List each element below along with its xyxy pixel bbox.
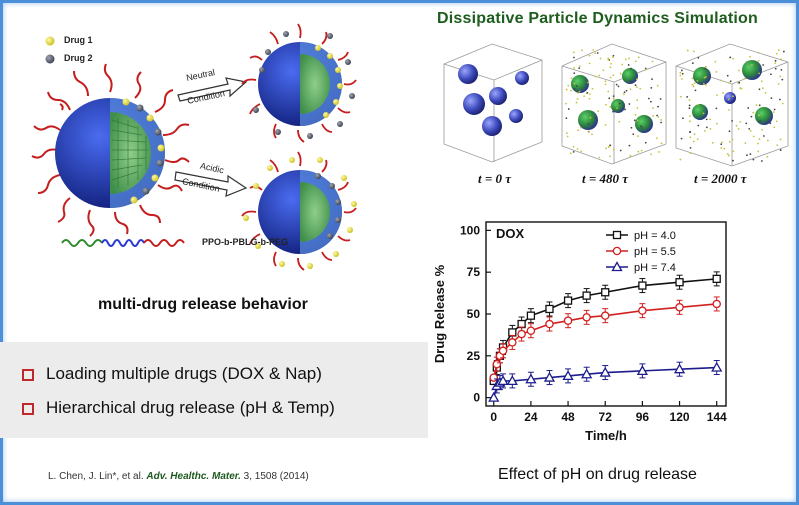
data-point-circle <box>675 303 684 312</box>
data-point-square <box>601 288 610 297</box>
dpd-micelles-2 <box>571 68 653 133</box>
drug1-dot <box>45 36 55 46</box>
data-point-circle <box>712 299 721 309</box>
acidic-micelle <box>241 151 357 271</box>
x-tick-label: 144 <box>707 410 727 424</box>
chart-annotation: DOX <box>496 226 525 241</box>
ref-authors: L. Chen, J. Lin*, et al. <box>48 471 144 482</box>
dpd-micelles-1 <box>458 64 529 136</box>
data-point-square <box>638 281 647 290</box>
data-point-circle <box>489 373 498 382</box>
data-point-square <box>517 319 526 329</box>
diagram-caption: multi-drug release behavior <box>98 296 308 313</box>
x-tick-label: 96 <box>636 410 650 424</box>
data-point-triangle <box>636 365 648 376</box>
data-point-triangle <box>506 375 518 386</box>
data-point-circle <box>517 329 526 339</box>
data-point-square <box>712 274 721 284</box>
data-point-triangle <box>611 261 623 272</box>
data-point-triangle <box>711 361 723 372</box>
polymer-label: PPO-b-PBLG-b-PEG <box>202 237 288 247</box>
legend-label: pH = 7.4 <box>634 262 676 274</box>
neutral-arrow <box>177 77 248 102</box>
x-tick-label: 0 <box>490 410 497 424</box>
x-tick-label: 72 <box>599 410 613 424</box>
data-point-circle <box>526 326 536 335</box>
data-point-square <box>545 304 554 314</box>
micelle-diagram <box>31 23 357 271</box>
legend-drug1: Drug 1 <box>64 35 93 45</box>
large-micelle <box>31 63 190 237</box>
data-point-circle <box>563 316 573 325</box>
data-point-square <box>675 278 684 287</box>
data-point-square <box>508 328 517 337</box>
data-point-circle <box>492 359 502 369</box>
legend-label: pH = 4.0 <box>634 230 676 242</box>
dpd-free-drugs <box>565 49 785 162</box>
data-point-triangle <box>562 370 574 381</box>
y-tick-label: 100 <box>460 223 480 237</box>
x-tick-label: 48 <box>561 410 575 424</box>
chart-caption: Effect of pH on drug release <box>498 466 697 483</box>
dpd-snapshots <box>443 43 789 167</box>
x-axis-label: Time/h <box>585 428 627 443</box>
data-point-circle <box>508 338 517 347</box>
data-point-triangle <box>525 373 537 384</box>
data-point-triangle <box>599 366 611 377</box>
data-point-square <box>582 291 591 300</box>
drug2-dot <box>45 54 55 64</box>
y-axis-label: Drug Release % <box>432 264 447 363</box>
ref-details: 3, 1508 (2014) <box>240 471 309 482</box>
data-point-circle <box>612 246 622 256</box>
bullet-checkbox-2 <box>22 403 34 415</box>
data-point-triangle <box>497 375 509 386</box>
y-tick-label: 25 <box>467 349 481 363</box>
data-point-square <box>563 296 573 305</box>
bullet-text-1: Loading multiple drugs (DOX & Nap) <box>46 364 322 383</box>
data-point-triangle <box>488 391 500 402</box>
bullet-checkbox-1 <box>22 369 34 381</box>
bullet-text-2: Hierarchical drug release (pH & Temp) <box>46 398 335 417</box>
x-tick-label: 24 <box>524 410 538 424</box>
drug-release-chart: 0 24 48 72 96 120 144 0 25 50 75 100 Time/h Drug Rele… <box>432 221 727 443</box>
legend-drug2: Drug 2 <box>64 53 93 63</box>
data-point-triangle <box>581 368 593 379</box>
x-tick-label: 120 <box>670 410 690 424</box>
highlights-panel <box>0 342 428 438</box>
data-point-circle <box>545 319 554 329</box>
y-tick-label: 50 <box>467 307 481 321</box>
time-label-480: t = 480 τ <box>582 171 629 186</box>
data-point-square <box>612 230 622 240</box>
time-label-0: t = 0 τ <box>478 171 512 186</box>
reference-citation: L. Chen, J. Lin*, et al. Adv. Healthc. M… <box>48 471 309 482</box>
data-point-circle <box>498 346 508 356</box>
y-tick-label: 0 <box>473 391 480 405</box>
data-point-circle <box>638 306 647 315</box>
acidic-arrow <box>174 171 248 197</box>
dpd-micelles-3 <box>692 60 773 125</box>
data-point-square <box>526 311 536 320</box>
data-point-triangle <box>543 371 556 382</box>
data-point-circle <box>582 313 591 322</box>
legend-label: pH = 5.5 <box>634 246 676 258</box>
data-point-circle <box>600 311 610 320</box>
time-label-2000: t = 2000 τ <box>694 171 747 186</box>
polymer-chain <box>61 239 185 247</box>
ref-journal: Adv. Healthc. Mater. <box>146 471 241 482</box>
data-point-triangle <box>673 363 686 374</box>
neutral-micelle <box>241 23 357 143</box>
y-tick-label: 75 <box>467 265 481 279</box>
dpd-title: Dissipative Particle Dynamics Simulation <box>437 10 759 27</box>
